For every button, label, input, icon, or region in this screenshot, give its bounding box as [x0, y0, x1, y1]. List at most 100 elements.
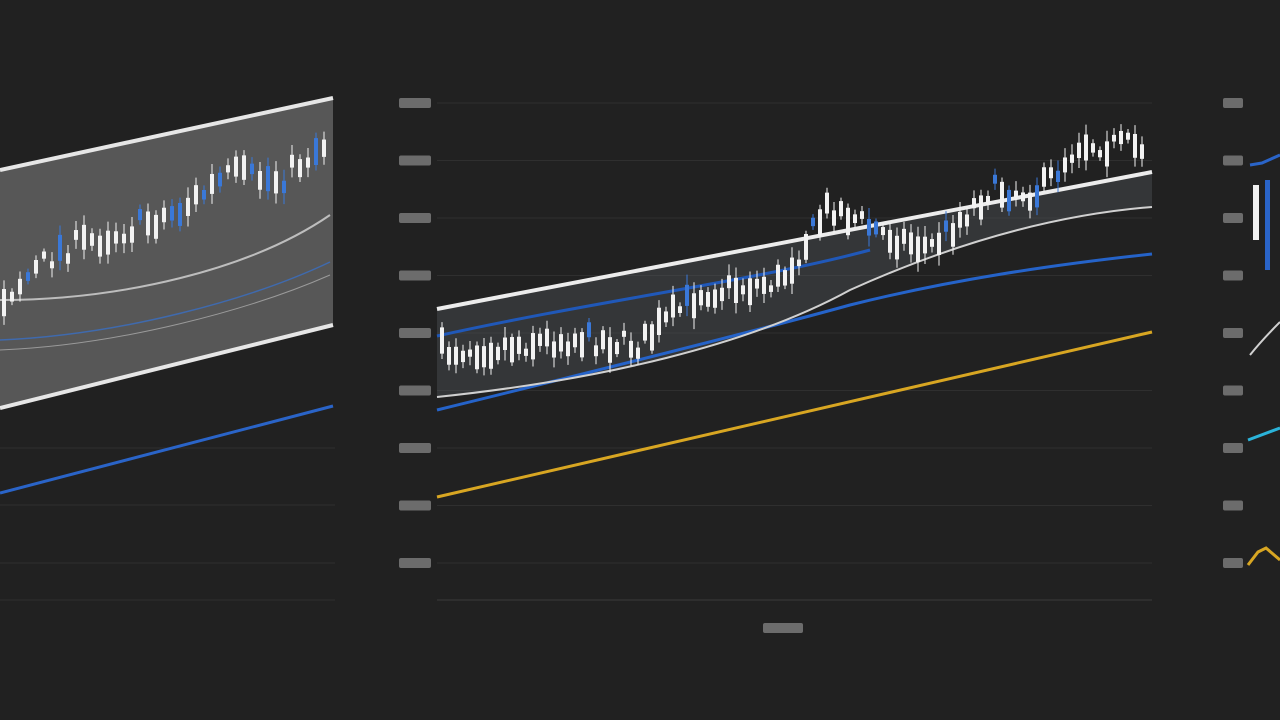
- candle: [902, 228, 906, 244]
- candle: [923, 236, 927, 254]
- candle: [10, 291, 14, 302]
- candle: [643, 323, 647, 341]
- candle: [559, 334, 563, 352]
- tick-label-blob: [1223, 443, 1243, 453]
- candle: [1056, 170, 1060, 183]
- candle: [622, 330, 626, 337]
- candle: [274, 171, 278, 194]
- line-fragment: [1249, 321, 1280, 356]
- candle: [1021, 192, 1025, 202]
- line-fragment: [1249, 153, 1280, 167]
- candle: [322, 139, 326, 157]
- candle: [517, 336, 521, 354]
- candle: [2, 289, 6, 317]
- candle: [1042, 167, 1046, 187]
- candle: [888, 229, 892, 253]
- candle: [122, 233, 126, 244]
- candle: [587, 322, 591, 338]
- candle: [664, 311, 668, 323]
- candle: [210, 173, 214, 194]
- moving-average: [0, 214, 331, 301]
- candle: [290, 154, 294, 168]
- candle: [74, 230, 78, 240]
- candle: [804, 234, 808, 260]
- candle: [657, 307, 661, 336]
- tick-label-blob: [399, 558, 431, 568]
- candle: [972, 198, 976, 209]
- candle: [671, 294, 675, 318]
- candle: [1265, 180, 1270, 270]
- candle: [552, 341, 556, 358]
- candle: [58, 234, 62, 261]
- candle: [90, 233, 94, 246]
- candle: [755, 278, 759, 289]
- candle: [1091, 143, 1095, 153]
- candle: [538, 333, 542, 346]
- candle: [475, 345, 479, 370]
- trend-line: [0, 404, 334, 495]
- candle: [1133, 133, 1137, 158]
- candle: [1070, 154, 1074, 163]
- right-panel: [1223, 98, 1280, 568]
- tick-label-blob: [399, 155, 431, 166]
- candle: [748, 278, 752, 306]
- tick-label-blob: [1223, 558, 1243, 568]
- candle: [734, 277, 738, 304]
- candle: [986, 195, 990, 205]
- candle: [1000, 181, 1004, 208]
- candle: [98, 235, 102, 257]
- candle: [958, 211, 962, 228]
- candle: [741, 285, 745, 295]
- tick-label-blob: [1223, 270, 1243, 281]
- tick-label-blob: [399, 270, 431, 281]
- tick-label-blob: [1223, 385, 1243, 396]
- candle: [82, 224, 86, 250]
- band-fill: [437, 172, 1152, 397]
- tick-label-blob: [399, 500, 431, 511]
- candle: [503, 337, 507, 351]
- candle: [66, 253, 70, 264]
- candle: [769, 285, 773, 292]
- candle: [930, 239, 934, 247]
- candle: [909, 232, 913, 255]
- candle: [615, 342, 619, 355]
- candle: [860, 211, 864, 219]
- candle: [138, 209, 142, 221]
- candle: [993, 174, 997, 184]
- candle: [531, 333, 535, 360]
- candle: [306, 157, 310, 168]
- candle: [1028, 192, 1032, 211]
- candle: [678, 306, 682, 313]
- candle: [440, 327, 444, 354]
- candle: [194, 185, 198, 205]
- candle: [1098, 150, 1102, 158]
- candle: [608, 337, 612, 363]
- candle: [881, 227, 885, 236]
- candle: [1140, 144, 1144, 159]
- center-grid: [437, 102, 1152, 564]
- candle: [692, 293, 696, 319]
- candle: [162, 207, 166, 223]
- candle: [26, 272, 30, 281]
- candle: [1014, 190, 1018, 198]
- candle: [650, 324, 654, 351]
- candle: [1253, 185, 1259, 240]
- candle: [186, 197, 190, 216]
- tick-label-blob: [1223, 500, 1243, 511]
- candle: [1126, 132, 1130, 140]
- candle: [234, 156, 238, 177]
- candle: [496, 346, 500, 361]
- x-axis-label: [763, 623, 803, 633]
- candle: [18, 278, 22, 295]
- candle: [580, 332, 584, 358]
- candle: [1105, 141, 1109, 167]
- channel-upper: [436, 170, 1153, 311]
- tick-label-blob: [399, 98, 431, 108]
- candle: [178, 202, 182, 226]
- candle: [594, 345, 598, 357]
- tick-label-blob: [1223, 98, 1243, 108]
- candle: [685, 284, 689, 306]
- candle: [146, 211, 150, 236]
